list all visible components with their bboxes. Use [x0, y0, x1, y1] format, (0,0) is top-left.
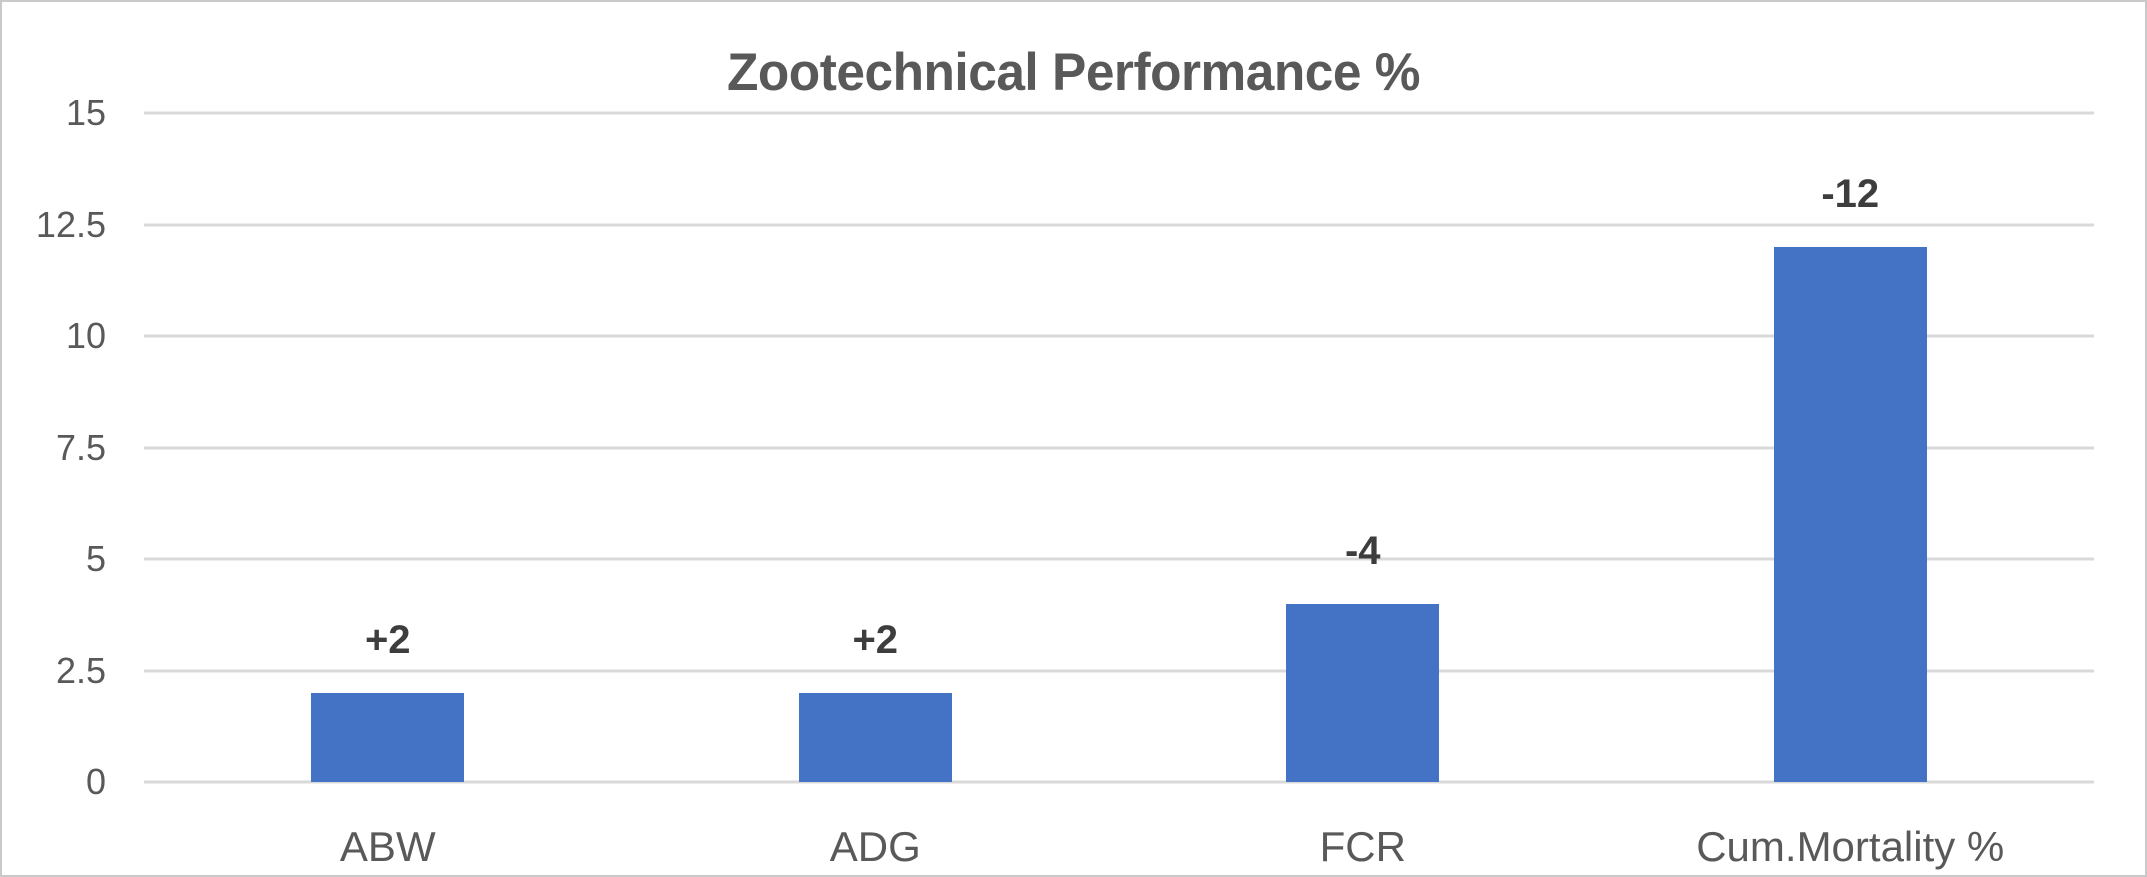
bar-ADG: [798, 692, 952, 782]
bar-FCR: [1286, 603, 1440, 782]
y-tick-label-7.5: 7.5: [55, 426, 106, 468]
gridline-y12.5: [144, 223, 2094, 226]
x-tick-label-ABW: ABW: [339, 823, 436, 870]
gridline-y10: [144, 334, 2094, 338]
data-label-FCR: -4: [1344, 528, 1381, 573]
y-axis: 0 2.5 5 7.5 10 12.5 15: [2, 95, 106, 800]
x-tick-label-ADG: ADG: [829, 823, 921, 870]
gridline-y15: [144, 111, 2094, 115]
gridline-y0: [144, 780, 2094, 784]
plot-area: +2 +2 -4 -12: [144, 111, 2094, 784]
y-tick-label-15: 15: [65, 92, 106, 133]
y-tick-label-12.5: 12.5: [35, 203, 106, 245]
y-tick-label-10: 10: [65, 315, 106, 356]
y-tick-label-5: 5: [85, 538, 106, 579]
data-label-Cum.Mortality %: -12: [1821, 171, 1880, 216]
y-tick-label-0: 0: [85, 761, 106, 802]
data-label-ADG: +2: [852, 617, 899, 662]
data-label-ABW: +2: [364, 617, 411, 662]
x-tick-label-Cum.Mortality %: Cum.Mortality %: [1696, 823, 2005, 870]
y-tick-label-2.5: 2.5: [55, 649, 106, 691]
bar-ABW: [311, 692, 465, 782]
x-tick-label-FCR: FCR: [1319, 823, 1406, 870]
x-axis: ABW ADG FCR Cum.Mortality %: [144, 826, 2094, 874]
gridline-y5: [144, 557, 2094, 561]
chart-title: Zootechnical Performance %: [726, 43, 1421, 102]
gridline-y2.5: [144, 669, 2094, 672]
gridline-y7.5: [144, 446, 2094, 449]
bar-Cum.Mortality %: [1773, 246, 1927, 782]
